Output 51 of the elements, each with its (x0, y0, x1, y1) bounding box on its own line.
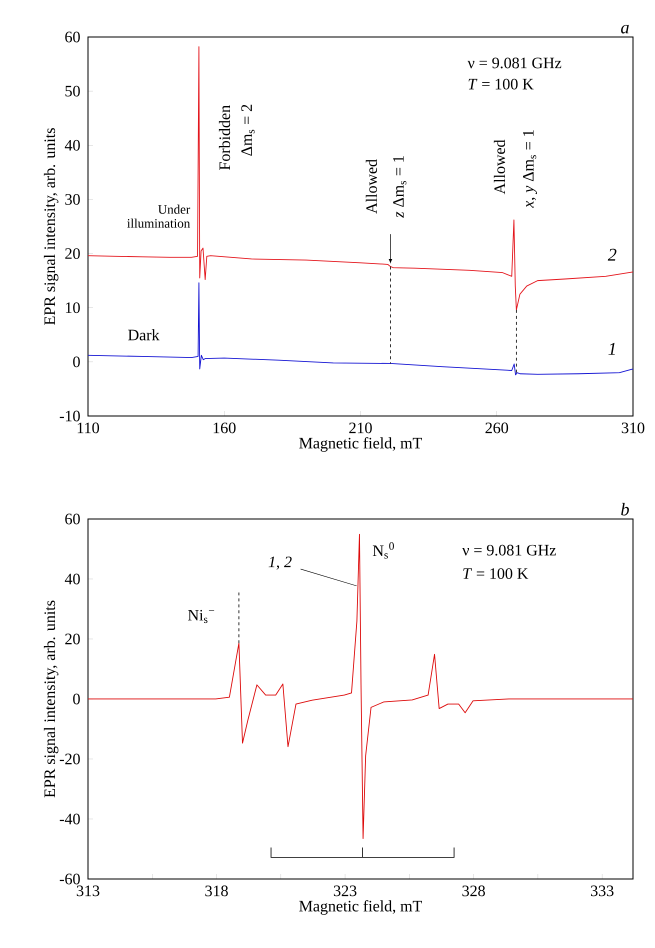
annotation: ν = 9.081 GHz (462, 544, 556, 556)
y-tick-label: 40 (64, 140, 80, 151)
y-tick-label: 10 (66, 302, 80, 314)
y-tick-label: 30 (65, 194, 80, 205)
annotation: T = 100 K (463, 568, 528, 579)
annotation: N$_{s}$0 (372, 542, 394, 559)
line-series (88, 46, 634, 310)
y-tick-label: 0 (73, 356, 80, 368)
y-tick-label: 40 (64, 574, 80, 584)
y-tick-label: 60 (65, 514, 80, 524)
x-axis-title: Magnetic field, mT (299, 900, 422, 915)
x-tick-label: 318 (205, 886, 228, 896)
chart-title: b (621, 502, 629, 516)
x-tick-label: 323 (334, 886, 356, 896)
annotation: x, y Δm$_{s}$ = 1 (523, 130, 537, 208)
y-tick-label: 60 (65, 32, 80, 42)
line-series (88, 282, 634, 376)
series-label: 1 (608, 342, 615, 355)
annotation: 1, 2 (268, 556, 292, 570)
annotation: Allowed (366, 159, 378, 214)
annotation: Allowed (494, 140, 506, 194)
x-tick-label: 260 (486, 422, 508, 434)
annotation: T = 100 K (468, 78, 534, 90)
annotation: ν = 9.081 GHz (468, 58, 562, 68)
y-tick-label: 0 (73, 694, 80, 704)
x-tick-label: 210 (349, 422, 372, 434)
x-axis-title: Magnetic field, mT (299, 437, 422, 452)
y-tick-label: -10 (60, 410, 80, 422)
x-tick-label: 313 (76, 886, 100, 896)
annotation: Dark (128, 329, 160, 340)
x-tick-label: 310 (622, 422, 644, 434)
annotation: Ni$_{s}$− (188, 610, 214, 624)
y-tick-label: -60 (60, 874, 80, 884)
x-tick-label: 333 (590, 886, 614, 896)
line-series (88, 534, 634, 839)
y-axis-title: EPR signal intensity, arb. units (44, 128, 58, 325)
annotation: Forbidden (218, 105, 230, 170)
annotation: Δm$_{s}$ = 2 (241, 104, 255, 156)
y-tick-label: -20 (60, 754, 80, 764)
series-label: 2 (608, 248, 616, 261)
y-tick-label: 20 (65, 248, 80, 259)
annotation: Under illumination (127, 204, 190, 228)
annotation: z Δm$_{s}$ = 1 (393, 156, 406, 218)
chart-title: a (621, 24, 629, 34)
y-tick-label: 20 (65, 634, 80, 644)
x-tick-label: 328 (462, 886, 485, 896)
y-tick-label: 50 (65, 86, 80, 97)
x-tick-label: 160 (214, 422, 236, 434)
y-axis-title: EPR signal intensity, arb. units (44, 600, 58, 798)
x-tick-label: 110 (78, 422, 100, 434)
y-tick-label: -40 (60, 814, 80, 824)
